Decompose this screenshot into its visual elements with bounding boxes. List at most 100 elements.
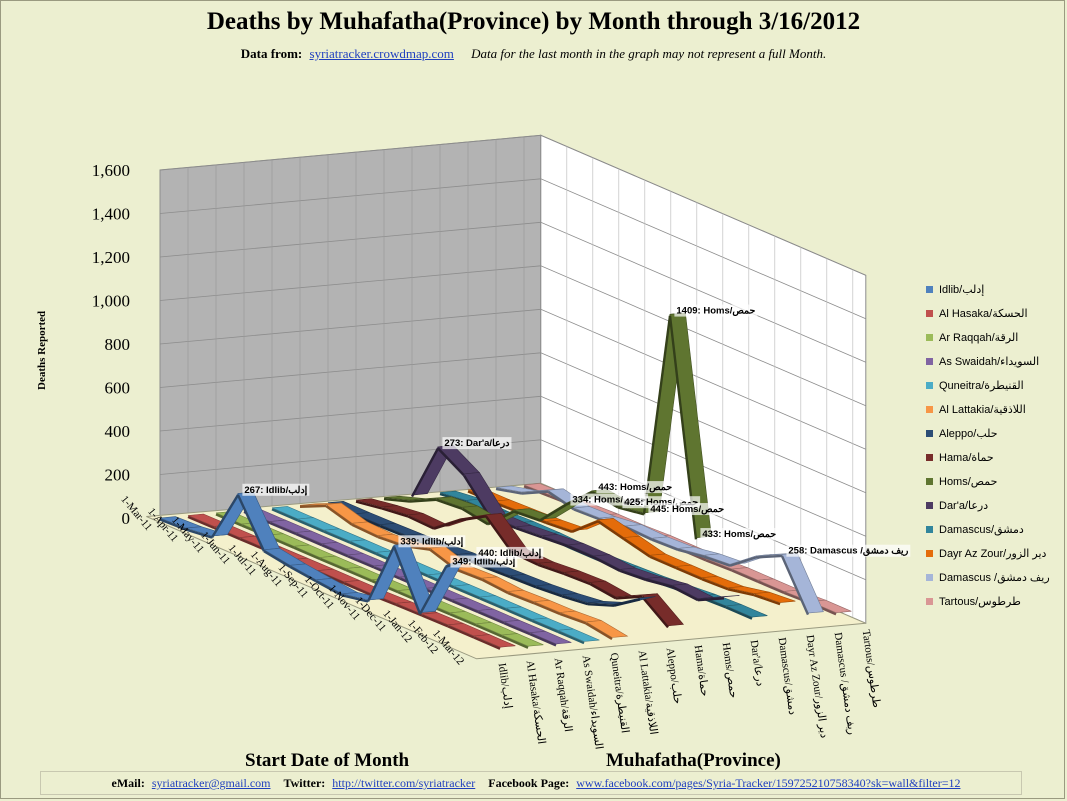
- series-edge: [705, 559, 733, 572]
- legend-label: Tartous/طرطوس: [939, 595, 1021, 608]
- series-edge: [299, 504, 327, 508]
- series-edge: [780, 555, 810, 616]
- series-edge: [613, 598, 641, 607]
- footer: eMail: syriatracker@gmail.com Twitter: h…: [40, 771, 1022, 795]
- series-segment: [697, 595, 740, 599]
- data-label-text: 445: Homs/حمص: [650, 504, 724, 515]
- series-edge: [541, 536, 569, 548]
- y-tick-label: 1,000: [92, 292, 130, 311]
- depth-tick-label: Damascus/دمشق: [776, 637, 799, 716]
- legend-label: Homs/حمص: [939, 475, 998, 488]
- legend-swatch: [926, 405, 933, 413]
- legend-label: Damascus /ريف دمشق: [939, 571, 1050, 584]
- depth-tick-label: Al Hasaka/الحسكة: [524, 660, 548, 745]
- email-link[interactable]: syriatracker@gmail.com: [151, 776, 271, 790]
- legend-label: Idlib/إدلب: [939, 283, 985, 296]
- series-edge: [515, 527, 543, 539]
- facebook-link[interactable]: www.facebook.com/pages/Syria-Tracker/159…: [576, 776, 961, 790]
- email-label: eMail:: [111, 776, 145, 790]
- source-label: Data from:: [240, 46, 303, 61]
- series-edge: [755, 554, 783, 559]
- data-label-text: 334: Homs/حمص: [572, 495, 646, 506]
- series-edge: [325, 505, 353, 526]
- chart-title: Deaths by Muhafatha(Province) by Month t…: [206, 8, 861, 35]
- depth-tick-label: Dar'a/درعا: [748, 639, 766, 687]
- series-edge: [475, 624, 503, 638]
- series-edge: [297, 519, 325, 533]
- y-gridline: [159, 308, 866, 450]
- series-edge: [321, 544, 349, 558]
- data-label-bg: [476, 546, 544, 559]
- series-edge: [677, 548, 705, 558]
- series-edge: [351, 523, 379, 539]
- series-edge: [697, 597, 725, 602]
- series-edge: [236, 494, 266, 552]
- series-edge: [481, 578, 509, 595]
- data-label-bg: [442, 437, 512, 450]
- series-edge: [645, 578, 673, 588]
- series-segment: [529, 630, 572, 645]
- series-edge: [407, 515, 435, 530]
- series-edge: [263, 550, 291, 568]
- twitter-link[interactable]: http://twitter.com/syriatracker: [332, 776, 476, 790]
- y-tick-label: 400: [105, 422, 131, 441]
- series-segment: [585, 620, 629, 638]
- series-edge: [349, 541, 377, 555]
- twitter-label: Twitter:: [283, 776, 326, 790]
- legend-label: Dar'a/درعا: [939, 499, 989, 512]
- series-edge: [559, 612, 587, 625]
- depth-tick-label: Hama/حماة: [692, 644, 711, 697]
- series-edge: [571, 520, 599, 534]
- series-edge: [625, 526, 653, 541]
- series-edge: [449, 613, 477, 627]
- series-edge: [343, 582, 371, 596]
- series-edge: [483, 565, 511, 579]
- legend-label: Dayr Az Zour/دير الزور: [939, 547, 1047, 560]
- series-edge: [341, 594, 369, 603]
- series-edge: [366, 546, 396, 603]
- legend-swatch: [926, 597, 933, 605]
- series-segment: [557, 628, 600, 642]
- series-edge: [453, 586, 481, 600]
- series-edge: [597, 520, 625, 541]
- series-ribbon-9: [410, 445, 740, 602]
- series-edge: [545, 521, 573, 534]
- legend-label: Al Hasaka/الحسكة: [939, 307, 1028, 320]
- series-edge: [501, 635, 529, 649]
- series-edge: [392, 546, 422, 615]
- data-label-text: 440: Idlib/إدلب: [478, 548, 541, 559]
- series-edge: [727, 588, 755, 597]
- source-link[interactable]: syriatracker.crowdmap.com: [309, 46, 454, 61]
- series-edge: [395, 603, 423, 617]
- series-edge: [757, 580, 785, 595]
- data-label-11: 258: Damascus /ريف دمشق: [786, 544, 911, 557]
- series-edge: [185, 528, 213, 539]
- legend-label: Aleppo/حلب: [939, 427, 998, 440]
- depth-axis-title: Muhafatha(Province): [606, 750, 781, 771]
- series-edge: [485, 515, 513, 554]
- legend-swatch: [926, 429, 933, 437]
- series-edge: [675, 566, 703, 581]
- legend-item: Aleppo/حلب: [926, 421, 1066, 445]
- series-edge: [289, 565, 317, 583]
- series-edge: [567, 545, 595, 559]
- facebook-label: Facebook Page:: [488, 776, 570, 790]
- series-segment: [473, 634, 516, 648]
- data-label-10: 433: Homs/حمص: [700, 528, 779, 541]
- series-edge: [269, 521, 297, 536]
- data-label-text: 273: Dar'a/درعا: [444, 438, 510, 449]
- legend-label: Hama/حماة: [939, 451, 994, 464]
- y-tick-label: 1,600: [92, 161, 130, 180]
- data-label-text: 443: Homs/حمص: [598, 482, 672, 493]
- series-edge: [619, 569, 647, 582]
- series-edge: [651, 538, 679, 552]
- series-edge: [563, 572, 591, 586]
- legend-item: Ar Raqqah/الرقة: [926, 325, 1066, 349]
- legend-item: Al Hasaka/الحسكة: [926, 301, 1066, 325]
- series-edge: [345, 568, 373, 583]
- series-edge: [529, 633, 557, 647]
- legend-item: Dar'a/درعا: [926, 493, 1066, 517]
- legend-label: Al Lattakia/اللاذقية: [939, 403, 1026, 416]
- legend-swatch: [926, 309, 933, 317]
